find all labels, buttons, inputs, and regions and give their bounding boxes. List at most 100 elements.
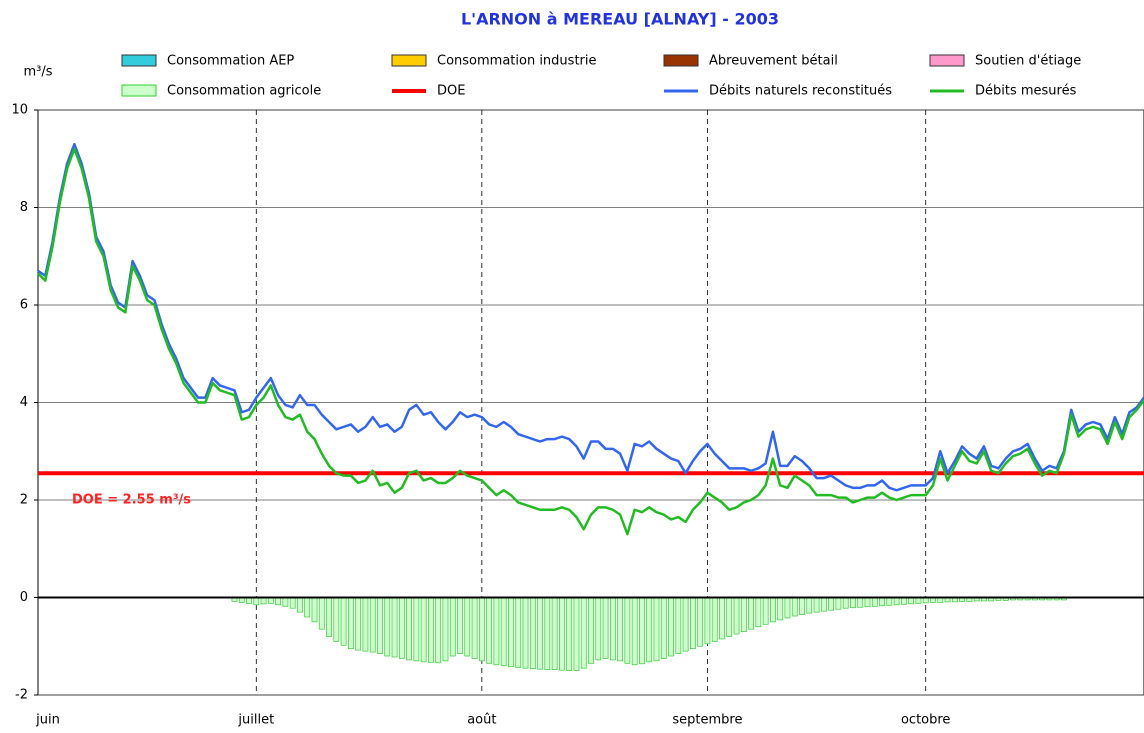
bar <box>755 597 762 628</box>
bar <box>420 597 427 663</box>
bar <box>740 597 747 632</box>
bar <box>340 597 347 646</box>
x-tick-label: août <box>467 713 496 728</box>
bar <box>697 597 704 647</box>
bar <box>515 597 522 669</box>
bar <box>653 597 660 662</box>
chart-title: L'ARNON à MEREAU [ALNAY] - 2003 <box>461 10 779 29</box>
bar <box>762 597 769 625</box>
bar <box>275 597 282 606</box>
annotation: DOE = 2.55 m³/s <box>72 493 191 508</box>
bar <box>886 597 893 606</box>
bar <box>806 597 813 614</box>
legend-label: Consommation agricole <box>167 84 321 99</box>
bar <box>879 597 885 607</box>
bar <box>857 597 864 608</box>
y-tick-label: 4 <box>20 395 28 410</box>
bar <box>791 597 798 617</box>
bar <box>406 597 412 661</box>
bar <box>828 597 835 611</box>
y-axis-label: m³/s <box>23 65 52 80</box>
bar <box>842 597 849 609</box>
bar <box>347 597 354 650</box>
legend-label: Abreuvement bétail <box>709 54 838 69</box>
bar <box>478 597 485 662</box>
y-tick-label: -2 <box>15 688 28 703</box>
bar <box>537 597 543 670</box>
legend-swatch <box>391 54 427 67</box>
legend-label: DOE <box>437 84 465 99</box>
legend-swatch <box>121 84 157 97</box>
bar <box>675 597 682 654</box>
bar <box>457 597 463 654</box>
bar <box>704 597 711 645</box>
bar <box>377 597 383 654</box>
x-tick-label: juin <box>35 713 60 728</box>
bar <box>631 597 638 666</box>
bar <box>682 597 689 652</box>
bar <box>551 597 558 671</box>
bar <box>435 597 442 664</box>
legend-label: Débits naturels reconstitués <box>709 84 892 99</box>
bar <box>493 597 500 666</box>
bar <box>442 597 449 662</box>
legend-label: Consommation AEP <box>167 54 294 69</box>
bar <box>711 597 718 642</box>
bar <box>326 597 332 637</box>
legend-swatch <box>121 54 157 67</box>
bar <box>384 597 391 657</box>
bar <box>900 597 907 605</box>
bar <box>311 597 318 623</box>
bar <box>595 597 602 661</box>
bar <box>522 597 529 669</box>
bar <box>588 597 594 664</box>
bar <box>668 597 674 657</box>
x-tick-label: septembre <box>672 713 742 728</box>
bar <box>777 597 784 621</box>
line <box>37 142 1144 492</box>
y-tick-label: 10 <box>11 103 28 118</box>
bar <box>391 597 398 658</box>
bar <box>639 597 645 665</box>
legend-swatch <box>663 54 699 67</box>
bar <box>893 597 900 606</box>
bar <box>566 597 573 671</box>
bar <box>529 597 536 670</box>
bar <box>413 597 420 662</box>
bar <box>362 597 369 652</box>
bar <box>813 597 820 613</box>
line <box>37 147 1144 536</box>
bar <box>609 597 616 661</box>
bar <box>355 597 362 651</box>
legend-label: Consommation industrie <box>437 54 597 69</box>
bar <box>602 597 609 659</box>
bar <box>304 597 311 618</box>
legend-label: Débits mesurés <box>975 84 1077 99</box>
y-tick-label: 8 <box>20 200 28 215</box>
legend-swatch <box>929 54 965 67</box>
bar <box>820 597 827 612</box>
bar <box>289 597 296 609</box>
bar <box>500 597 507 667</box>
bar <box>369 597 376 653</box>
bar <box>871 597 878 607</box>
bar <box>719 597 725 640</box>
bar <box>471 597 478 659</box>
bar <box>428 597 434 663</box>
y-tick-label: 6 <box>20 298 28 313</box>
bar <box>835 597 842 610</box>
x-tick-label: octobre <box>901 713 950 728</box>
bar <box>253 597 260 606</box>
bar <box>784 597 791 619</box>
bar <box>464 597 471 657</box>
bar <box>864 597 871 608</box>
bar <box>580 597 587 669</box>
bar <box>660 597 667 659</box>
bar <box>333 597 340 642</box>
legend-label: Soutien d'étiage <box>975 54 1081 69</box>
y-tick-label: 2 <box>20 493 28 508</box>
bar <box>689 597 696 650</box>
bar <box>544 597 551 671</box>
bar <box>799 597 805 615</box>
